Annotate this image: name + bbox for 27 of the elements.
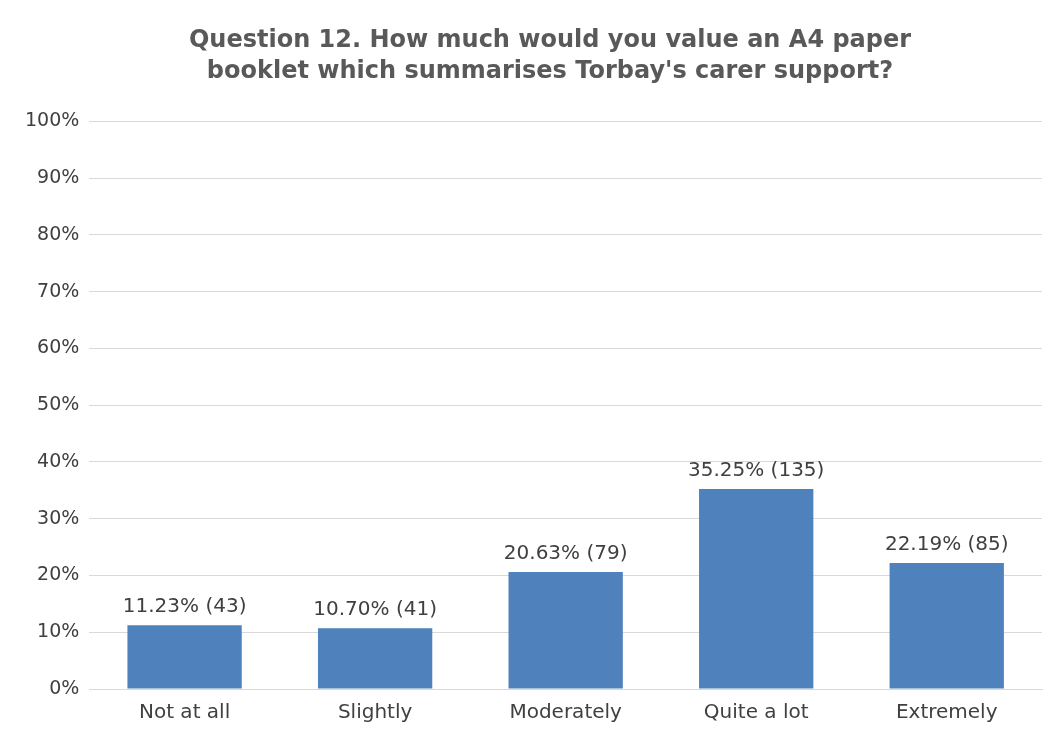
y-tick-label: 50% <box>37 392 80 415</box>
y-tick-label: 0% <box>49 675 80 698</box>
y-tick-label: 40% <box>37 448 80 471</box>
bar <box>699 488 814 689</box>
bar <box>508 571 623 689</box>
x-tick-label: Quite a lot <box>703 699 809 724</box>
bar <box>889 563 1004 689</box>
x-tick-label: Not at all <box>138 699 231 724</box>
y-tick-label: 70% <box>37 278 80 301</box>
x-tick-label: Slightly <box>337 699 413 724</box>
y-tick-label: 60% <box>37 335 80 358</box>
bar <box>127 625 242 689</box>
y-tick-label: 20% <box>37 562 80 585</box>
data-label: 20.63% (79) <box>503 540 628 565</box>
data-label: 10.70% (41) <box>313 596 437 621</box>
y-tick-label: 100% <box>24 108 80 131</box>
x-tick-label: Extremely <box>895 699 998 724</box>
y-tick-label: 30% <box>37 505 80 528</box>
data-label: 22.19% (85) <box>884 531 1009 556</box>
chart-title: Question 12. How much would you value an A4 paper booklet which summarises Torbay's carer support? <box>187 24 913 86</box>
y-tick-label: 10% <box>37 619 80 642</box>
bar <box>317 628 433 689</box>
x-tick-label: Moderately <box>509 699 623 724</box>
data-label: 11.23% (43) <box>122 593 247 618</box>
y-tick-label: 90% <box>37 165 80 188</box>
y-tick-label: 80% <box>37 221 80 244</box>
data-label: 35.25% (135) <box>687 457 825 482</box>
